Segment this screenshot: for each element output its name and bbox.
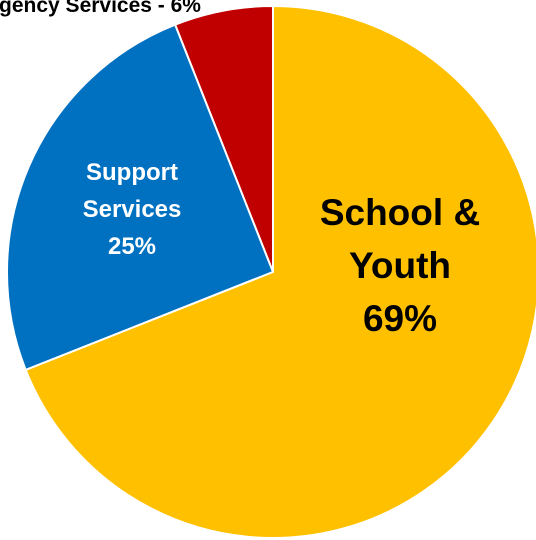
pie-slices bbox=[6, 4, 536, 539]
data-label-line: School & bbox=[320, 192, 480, 233]
data-label-support-services: Support Services 25% bbox=[83, 159, 182, 260]
data-label-line: Services bbox=[83, 196, 182, 223]
data-label-line: Support bbox=[86, 159, 178, 186]
data-label-emergency-services: gency Services - 6% bbox=[0, 0, 201, 17]
data-label-line: 25% bbox=[108, 233, 156, 260]
pie-slice-school-youth bbox=[24, 4, 536, 539]
data-label-school-youth: School & Youth 69% bbox=[320, 192, 480, 339]
data-label-line: gency Services - 6% bbox=[0, 0, 201, 17]
pie-slice-support-services bbox=[6, 23, 275, 372]
pie-labels: gency Services - 6% Support Services 25% Sch… bbox=[0, 0, 480, 339]
data-label-line: 69% bbox=[363, 298, 437, 339]
data-label-line: Youth bbox=[349, 245, 451, 286]
